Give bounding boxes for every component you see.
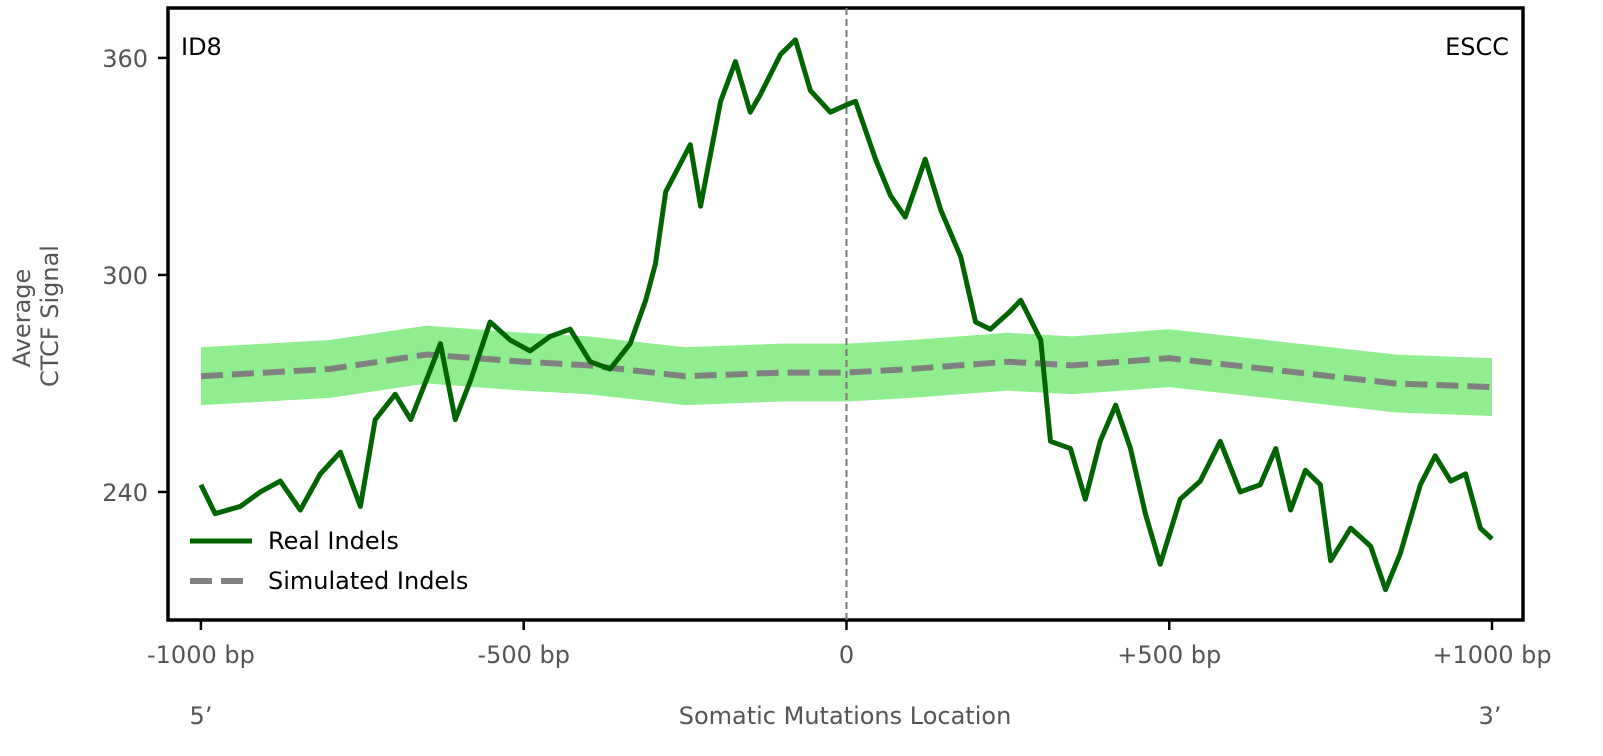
corner-label-left: ID8 <box>181 33 222 61</box>
x-axis-label: Somatic Mutations Location <box>679 702 1012 730</box>
y-axis-label-line2: CTCF Signal <box>36 245 64 387</box>
x-axis-5prime-label: 5’ <box>190 702 213 730</box>
legend: Real Indels Simulated Indels <box>190 527 468 595</box>
y-tick-label: 300 <box>102 262 148 290</box>
legend-real-label: Real Indels <box>268 527 399 555</box>
x-tick-label: -1000 bp <box>147 641 255 669</box>
x-tick-label: -500 bp <box>477 641 570 669</box>
x-axis-3prime-label: 3’ <box>1479 702 1502 730</box>
real-indels-line <box>198 37 1494 593</box>
x-tick-label: +1000 bp <box>1432 641 1551 669</box>
y-tick-label: 360 <box>102 45 148 73</box>
x-tick-label: 0 <box>839 641 854 669</box>
y-tick-label: 240 <box>102 479 148 507</box>
simulated-indels-line <box>200 351 1493 391</box>
corner-label-right: ESCC <box>1445 33 1509 61</box>
y-axis-label-line1: Average <box>8 269 36 368</box>
legend-simulated-label: Simulated Indels <box>268 567 468 595</box>
x-tick-label: +500 bp <box>1117 641 1221 669</box>
